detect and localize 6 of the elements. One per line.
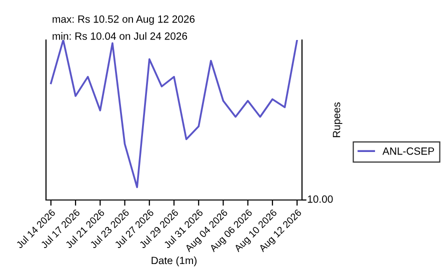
legend-label: ANL-CSEP (382, 147, 434, 155)
text: max: Rs 10.52 on Aug 12 2026 (52, 15, 195, 25)
text: 10.00 (308, 195, 333, 203)
text: min: Rs 10.04 on Jul 24 2026 (52, 32, 188, 40)
y-axis-title: Rupees (332, 102, 342, 138)
x-axis-title: Date (1m) (152, 256, 197, 266)
